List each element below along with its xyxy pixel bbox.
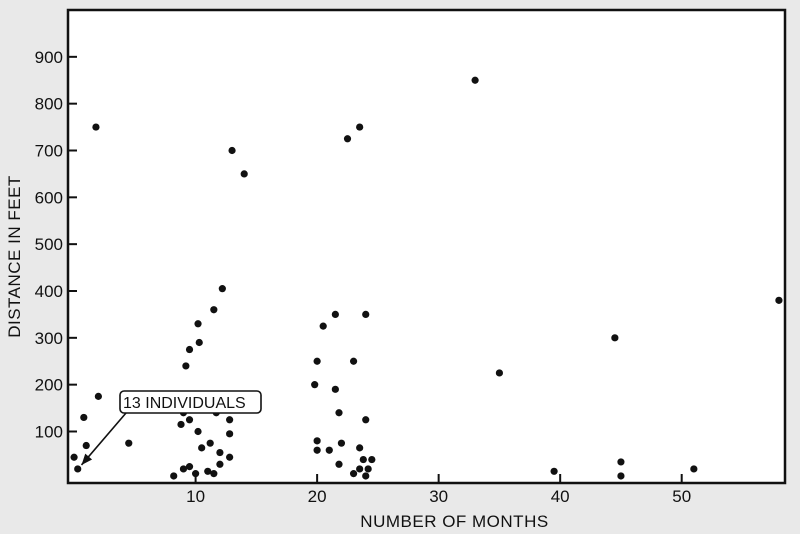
data-point xyxy=(206,439,214,447)
data-point xyxy=(356,123,364,131)
data-point xyxy=(611,334,619,342)
data-point xyxy=(195,338,203,347)
data-point xyxy=(349,470,358,478)
data-point xyxy=(617,458,625,466)
data-point xyxy=(218,285,226,293)
data-point xyxy=(331,385,339,393)
data-point xyxy=(228,146,236,155)
data-point xyxy=(216,460,224,468)
data-point xyxy=(313,357,321,365)
data-point xyxy=(349,357,358,365)
data-point xyxy=(362,416,370,424)
data-point xyxy=(192,470,200,478)
data-point xyxy=(335,409,343,417)
data-point xyxy=(92,123,100,131)
x-tick-label: 50 xyxy=(672,487,691,506)
data-point xyxy=(210,306,218,314)
data-point xyxy=(617,472,625,480)
data-point xyxy=(313,437,321,445)
y-tick-label: 200 xyxy=(35,376,63,395)
y-tick-label: 600 xyxy=(35,188,63,207)
data-point xyxy=(311,381,319,389)
data-point xyxy=(471,76,479,84)
x-axis-label: NUMBER OF MONTHS xyxy=(360,512,548,531)
data-point xyxy=(74,465,82,473)
y-tick-label: 300 xyxy=(35,329,63,348)
data-point xyxy=(80,413,88,422)
data-point xyxy=(319,322,327,330)
axis-ticks: 10 20 30 40 50 100 200 300 400 500 600 700 800 900 xyxy=(35,48,692,506)
annotation-arrow xyxy=(80,412,127,466)
data-point xyxy=(362,472,370,480)
data-point xyxy=(185,416,194,424)
data-point xyxy=(313,446,321,454)
data-point xyxy=(550,467,558,475)
data-point xyxy=(364,465,372,473)
data-point xyxy=(356,465,364,473)
annotation-box xyxy=(119,390,262,414)
data-point xyxy=(177,420,185,429)
x-tick-label: 30 xyxy=(429,487,448,506)
data-point xyxy=(368,455,376,464)
data-point xyxy=(331,310,339,319)
y-tick-label: 100 xyxy=(35,422,63,441)
x-tick-label: 20 xyxy=(308,487,327,506)
data-point xyxy=(495,369,504,377)
data-point xyxy=(125,439,133,447)
data-point xyxy=(194,427,202,436)
x-tick-label: 40 xyxy=(551,487,570,506)
data-point xyxy=(94,392,102,400)
y-tick-label: 500 xyxy=(35,235,63,254)
annotation-label: 13 INDIVIDUALS xyxy=(123,395,246,412)
x-tick-label: 10 xyxy=(186,487,205,506)
data-point xyxy=(210,470,218,478)
y-tick-label: 800 xyxy=(35,95,63,114)
data-point xyxy=(775,296,783,304)
data-point xyxy=(343,135,352,143)
plot-frame xyxy=(66,8,787,485)
y-tick-label: 400 xyxy=(35,282,63,301)
data-point xyxy=(359,455,367,464)
data-point xyxy=(182,362,190,370)
data-point xyxy=(216,448,224,457)
data-point xyxy=(185,345,194,354)
data-point xyxy=(185,463,194,471)
data-point xyxy=(325,446,333,454)
data-point xyxy=(194,320,202,328)
data-point xyxy=(70,453,78,461)
data-point xyxy=(690,465,698,473)
data-point xyxy=(226,430,234,438)
data-points xyxy=(70,76,783,480)
data-point xyxy=(226,453,234,461)
data-point xyxy=(179,465,188,473)
annotation: 13 INDIVIDUALS xyxy=(80,390,262,466)
data-point xyxy=(362,310,370,319)
y-axis-label: DISTANCE IN FEET xyxy=(5,175,24,338)
data-point xyxy=(170,472,178,480)
data-point xyxy=(337,439,346,447)
data-point xyxy=(335,460,343,468)
data-point xyxy=(356,444,364,452)
data-point xyxy=(204,467,212,475)
data-point xyxy=(226,416,234,424)
data-point xyxy=(82,441,90,450)
y-tick-label: 900 xyxy=(35,48,63,67)
data-point xyxy=(198,444,206,452)
y-tick-label: 700 xyxy=(35,141,63,160)
data-point xyxy=(240,170,248,178)
annotation-arrowhead xyxy=(81,453,93,465)
